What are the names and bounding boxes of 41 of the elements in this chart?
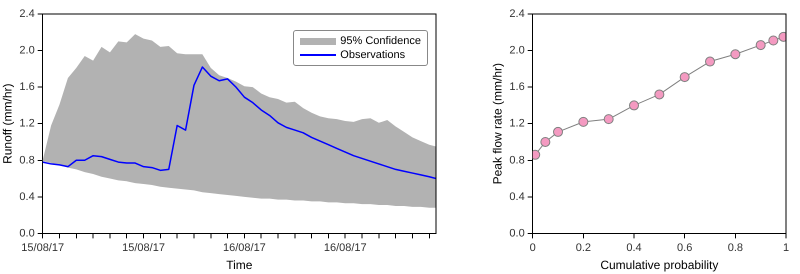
y-tick-label: 2.4: [19, 8, 35, 20]
point: [578, 116, 588, 127]
y-tick-label: 1.2: [19, 118, 35, 130]
point: [705, 56, 716, 67]
point: [654, 89, 664, 100]
y-tick-label: 1.6: [19, 81, 35, 94]
y-tick-label: 1.6: [509, 81, 525, 94]
y-tick-label: 2.4: [509, 8, 525, 20]
y-axis-title: Runoff (mm/hr): [0, 83, 15, 164]
point: [680, 72, 690, 82]
x-tick-label: 0.2: [576, 242, 591, 254]
point: [756, 40, 766, 50]
point: [730, 49, 740, 60]
x-axis-title: Time: [226, 258, 253, 272]
y-tick-label: 0.8: [509, 154, 525, 166]
x-tick-label: 0: [530, 242, 536, 254]
point: [629, 100, 640, 110]
legend-label: Observations: [340, 49, 406, 61]
y-tick-label: 0.0: [19, 227, 35, 240]
y-tick-label: 2.0: [19, 44, 35, 57]
point: [604, 114, 614, 124]
x-tick-label: 16/08/17: [324, 242, 367, 254]
y-tick-label: 0.0: [509, 227, 525, 240]
y-tick-label: 0.4: [509, 190, 525, 203]
x-tick-label: 0.4: [626, 242, 642, 254]
x-tick-label: 0.6: [677, 242, 692, 254]
y-tick-label: 1.2: [509, 118, 525, 130]
y-tick-label: 2.0: [509, 44, 525, 57]
x-tick-label: 15/08/17: [122, 242, 165, 254]
x-tick-label: 0.8: [728, 242, 743, 254]
point: [553, 126, 564, 137]
annotation: 95% Confidence: [340, 35, 421, 47]
point: [768, 36, 778, 46]
x-tick-label: 15/08/17: [21, 242, 64, 254]
x-tick-label: 1: [782, 242, 790, 254]
y-tick-label: 0.4: [19, 190, 35, 203]
y-axis-title: Peak flow rate (mm/hr): [490, 63, 505, 184]
x-axis-title: Cumulative probability: [600, 258, 718, 272]
x-tick-label: 16/08/17: [222, 242, 266, 254]
y-tick-label: 0.8: [19, 154, 35, 166]
point: [540, 136, 550, 147]
